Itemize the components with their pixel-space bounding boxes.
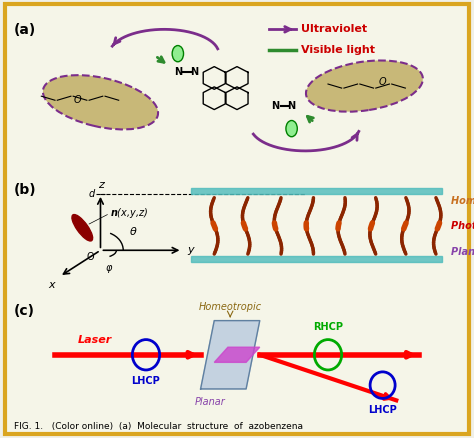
Text: θ: θ [130,227,137,237]
Text: $\boldsymbol{n}$(x,y,z): $\boldsymbol{n}$(x,y,z) [109,206,148,220]
Polygon shape [214,347,260,362]
Text: φ: φ [105,263,111,273]
Ellipse shape [172,46,183,62]
Text: RHCP: RHCP [313,322,343,332]
Text: Laser: Laser [78,336,112,345]
Text: Homeotropic  alignment: Homeotropic alignment [451,197,474,206]
Text: FIG. 1.   (Color online)  (a)  Molecular  structure  of  azobenzena: FIG. 1. (Color online) (a) Molecular str… [14,422,303,431]
Ellipse shape [43,75,158,129]
Polygon shape [201,321,260,389]
Text: LHCP: LHCP [132,376,160,385]
Text: O: O [74,95,82,105]
Polygon shape [191,188,442,194]
Text: Photoresponsive CLC: Photoresponsive CLC [451,221,474,231]
Text: x: x [48,280,55,290]
Text: Ultraviolet: Ultraviolet [301,25,367,34]
Text: N: N [190,67,198,77]
Ellipse shape [72,215,92,241]
Ellipse shape [306,60,423,112]
Text: Visible light: Visible light [301,45,375,55]
Text: d: d [89,189,95,199]
Text: Homeotropic: Homeotropic [199,302,262,312]
Text: (b): (b) [14,183,36,197]
Text: (a): (a) [14,23,36,37]
Text: LHCP: LHCP [368,405,397,415]
Text: Planar: Planar [194,397,225,407]
Text: O: O [379,77,386,87]
FancyBboxPatch shape [5,4,469,434]
Text: N: N [288,101,296,111]
Text: y: y [187,245,193,255]
Polygon shape [191,256,442,261]
Text: (c): (c) [14,304,35,318]
Text: N: N [272,101,280,111]
Ellipse shape [286,120,297,137]
Text: z: z [98,180,103,190]
Text: N: N [174,67,182,77]
Text: Planar alignment: Planar alignment [451,247,474,257]
Text: O: O [86,252,94,262]
